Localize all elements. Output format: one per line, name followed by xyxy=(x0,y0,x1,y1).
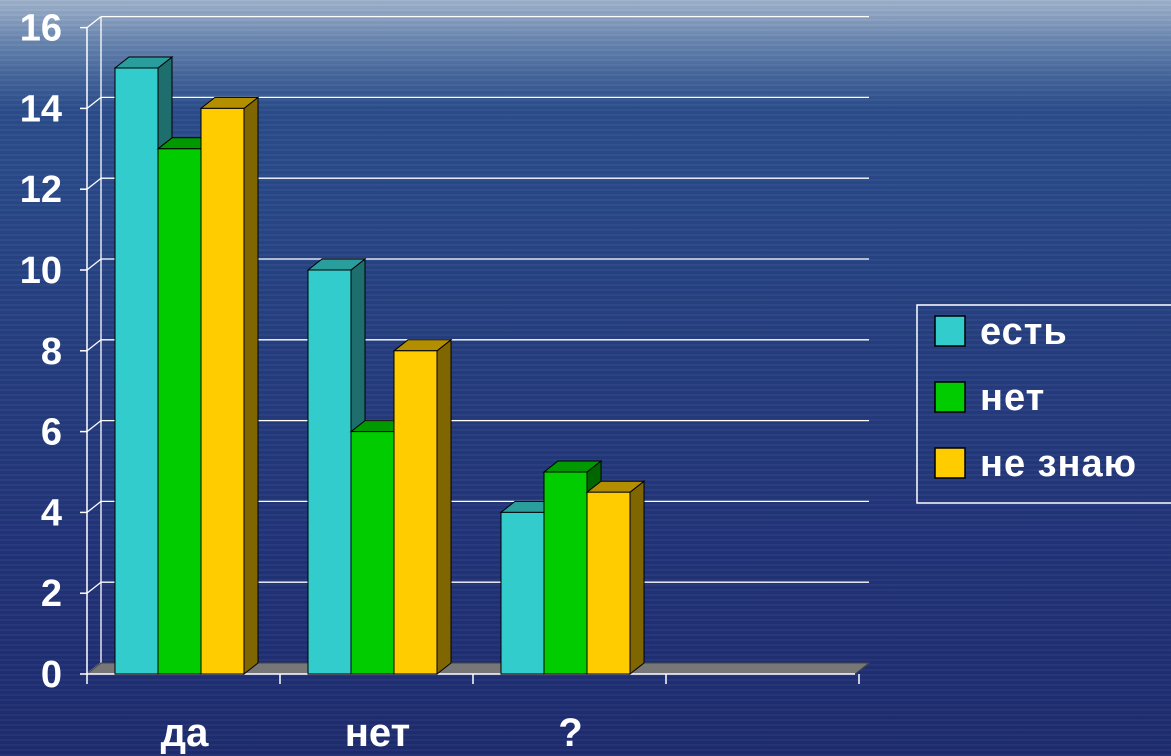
side-wall-line xyxy=(86,96,102,109)
bar xyxy=(585,480,646,676)
y-tick-labels: 0 2 4 6 8 10 12 14 16 xyxy=(20,8,62,696)
legend-label: не знаю xyxy=(980,443,1137,485)
side-wall-line xyxy=(86,258,102,271)
legend-label: нет xyxy=(980,377,1045,419)
legend-label: есть xyxy=(980,311,1068,353)
bar-side xyxy=(629,480,645,676)
side-wall-line xyxy=(86,177,102,190)
bar-front xyxy=(350,431,395,675)
bars xyxy=(113,55,646,676)
y-tick-label: 0 xyxy=(41,654,62,696)
y-tick-label: 4 xyxy=(41,492,62,534)
side-wall-line xyxy=(86,581,102,594)
bar-side xyxy=(436,338,452,676)
bar-front xyxy=(393,350,438,675)
bar-front xyxy=(543,471,588,675)
legend-box xyxy=(916,304,1171,504)
x-category-label: ? xyxy=(558,711,582,755)
legend-swatch xyxy=(934,381,966,413)
legend-swatch xyxy=(934,447,966,479)
y-tick-label: 10 xyxy=(20,250,62,292)
side-wall-line xyxy=(86,500,102,513)
y-tick-label: 2 xyxy=(41,573,62,615)
bar-front xyxy=(114,67,159,675)
y-tick-label: 6 xyxy=(41,412,62,454)
y-tick-label: 16 xyxy=(20,8,62,50)
y-tick-label: 12 xyxy=(20,169,62,211)
y-tick-label: 8 xyxy=(41,331,62,373)
bar-front xyxy=(586,491,631,675)
side-wall-line xyxy=(86,420,102,433)
legend: есть нет не знаю xyxy=(916,304,1171,504)
bar-front xyxy=(307,269,352,675)
bar-front xyxy=(500,511,545,675)
y-tick-label: 14 xyxy=(20,88,62,130)
legend-swatch xyxy=(934,315,966,347)
bar-side xyxy=(243,96,259,676)
bar xyxy=(392,338,453,676)
x-category-labels: да нет? xyxy=(161,711,583,755)
bar-front xyxy=(157,148,202,675)
bar-front xyxy=(200,107,245,675)
x-category-label: да xyxy=(161,711,209,755)
side-wall-line xyxy=(86,339,102,352)
bar xyxy=(199,96,260,676)
x-category-label: нет xyxy=(345,711,410,755)
side-wall-line xyxy=(86,16,102,29)
